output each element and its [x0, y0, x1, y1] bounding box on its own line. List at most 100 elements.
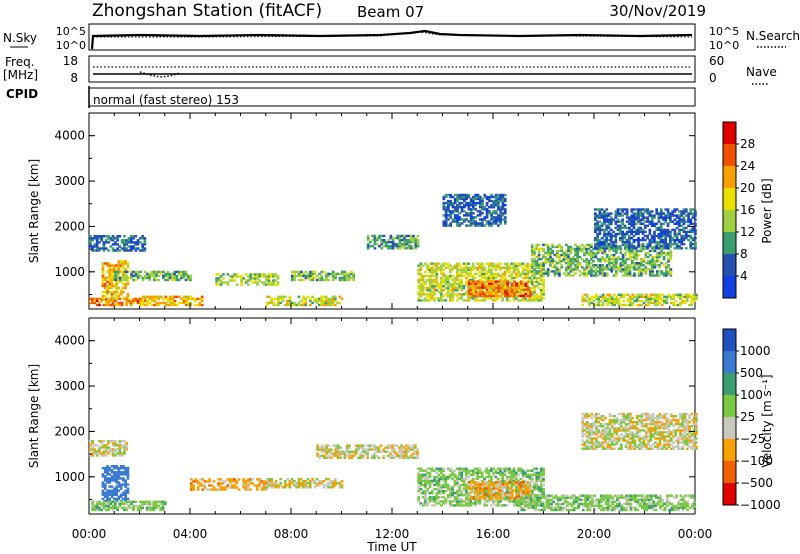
heatmap-cell [384, 245, 388, 248]
heatmap-cell [485, 294, 489, 298]
heatmap-cell [619, 228, 622, 232]
heatmap-cell [460, 278, 464, 282]
heatmap-cell [101, 481, 105, 484]
heatmap-cell [497, 294, 500, 298]
heatmap-cell [510, 485, 514, 489]
heatmap-cell [462, 293, 466, 296]
heatmap-cell [537, 282, 541, 286]
heatmap-cell [588, 297, 591, 301]
heatmap-cell [265, 488, 268, 491]
heatmap-cell [565, 255, 568, 259]
heatmap-cell [641, 228, 645, 232]
heatmap-cell [143, 241, 147, 244]
heatmap-cell [113, 264, 116, 267]
heatmap-cell [136, 506, 140, 510]
heatmap-cell [444, 278, 448, 282]
heatmap-cell [114, 450, 117, 453]
heatmap-cell [499, 268, 502, 271]
heatmap-cell [640, 272, 643, 275]
heatmap-cell [322, 295, 326, 298]
heatmap-cell [440, 287, 443, 290]
heatmap-cell [613, 301, 616, 305]
heatmap-cell [642, 258, 645, 261]
heatmap-cell [111, 504, 115, 508]
heatmap-cell [141, 235, 144, 238]
heatmap-cell [653, 264, 657, 267]
heatmap-cell [435, 498, 439, 501]
heatmap-cell [300, 278, 303, 282]
heatmap-cell [619, 238, 622, 242]
heatmap-cell [318, 482, 321, 485]
heatmap-cell [610, 258, 614, 261]
heatmap-cell [651, 301, 655, 305]
heatmap-cell [634, 212, 638, 215]
heatmap-cell [107, 237, 110, 240]
heatmap-cell [632, 224, 636, 227]
heatmap-cell [136, 504, 140, 508]
heatmap-cell [551, 249, 554, 253]
heatmap-cell [599, 272, 602, 275]
heatmap-cell [455, 282, 459, 286]
heatmap-cell [122, 497, 125, 501]
heatmap-cell [419, 492, 423, 495]
heatmap-cell [113, 284, 116, 288]
heatmap-cell [440, 477, 443, 481]
heatmap-cell [178, 295, 181, 298]
heatmap-cell [540, 276, 543, 280]
heatmap-cell [366, 456, 369, 459]
heatmap-cell [501, 193, 505, 197]
heatmap-cell [433, 297, 436, 300]
heatmap-cell [428, 262, 432, 265]
heatmap-cell [124, 473, 127, 476]
heatmap-cell [542, 297, 545, 300]
heatmap-cell [510, 481, 514, 485]
heatmap-cell [483, 297, 486, 300]
heatmap-cell [455, 264, 459, 267]
heatmap-cell [416, 234, 420, 238]
heatmap-cell [623, 208, 627, 211]
heatmap-cell [233, 486, 236, 489]
heatmap-cell [153, 303, 156, 307]
heatmap-cell [460, 492, 464, 495]
heatmap-cell [113, 266, 116, 269]
heatmap-cell [460, 500, 464, 503]
heatmap-cell [414, 452, 417, 455]
heatmap-cell [244, 488, 248, 491]
heatmap-cell [455, 299, 459, 302]
heatmap-cell [419, 295, 423, 298]
heatmap-cell [649, 274, 652, 277]
heatmap-cell [465, 494, 468, 497]
heatmap-cell [175, 303, 179, 307]
heatmap-cell [472, 280, 475, 283]
heatmap-cell [490, 297, 493, 300]
heatmap-cell [110, 286, 114, 290]
heatmap-cell [152, 508, 156, 512]
heatmap-cell [444, 218, 448, 221]
heatmap-cell [107, 303, 110, 307]
heatmap-cell [449, 500, 452, 503]
heatmap-cell [139, 249, 142, 252]
heatmap-cell [485, 467, 489, 470]
heatmap-cell [101, 473, 105, 476]
heatmap-cell [110, 477, 114, 480]
heatmap-cell [125, 243, 129, 246]
heatmap-cell [100, 502, 104, 506]
heatmap-cell [311, 278, 315, 282]
heatmap-cell [440, 295, 443, 298]
heatmap-cell [152, 272, 156, 276]
heatmap-cell [535, 285, 539, 288]
heatmap-cell [470, 282, 473, 285]
heatmap-cell [530, 260, 534, 263]
heatmap-cell [404, 454, 408, 457]
heatmap-cell [617, 299, 621, 303]
heatmap-cell [91, 446, 94, 449]
heatmap-cell [428, 485, 432, 489]
heatmap-cell [242, 478, 245, 481]
heatmap-cell [616, 228, 620, 232]
heatmap-cell [339, 450, 342, 453]
heatmap-cell [485, 471, 489, 474]
heatmap-cell [132, 299, 135, 303]
heatmap-cell [274, 297, 278, 301]
heatmap-cell [120, 241, 124, 244]
power-colorbar-tick-label: 28 [740, 137, 755, 151]
